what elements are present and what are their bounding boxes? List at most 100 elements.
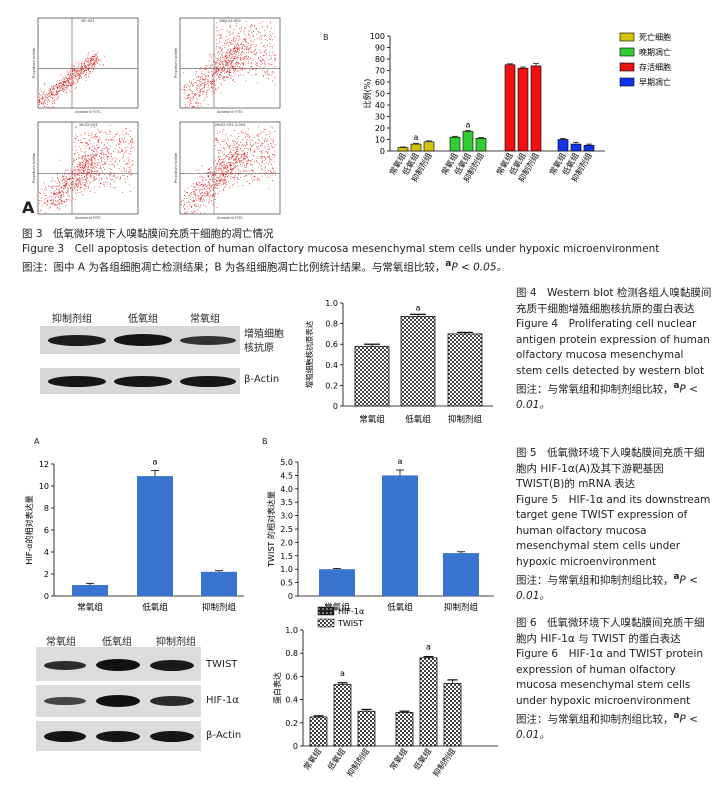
flow-panel-frame — [37, 17, 139, 109]
y-tick-label: 1.0 — [285, 626, 298, 635]
y-tick-label: 0.2 — [285, 719, 298, 728]
fig5-panel-label-b: B — [262, 437, 268, 446]
flow-panel-ylabel: Propidium Iodide — [32, 47, 36, 78]
fig4-side-caption: 图 4 Western blot 检测各组人嗅黏膜间充质干细胞增殖细胞核抗原的蛋… — [516, 286, 712, 414]
y-tick-label: 90 — [375, 44, 385, 53]
flow-panel-title: 3N:02:003 — [79, 123, 98, 127]
flow-panel-xlabel: AnnexinV FITC — [75, 216, 101, 220]
fig3-caption: 图 3 低氧微环境下人嗅黏膜间充质干细胞的凋亡情况 Figure 3 Cell … — [22, 227, 712, 276]
fig4-side-title-cn: 图 4 Western blot 检测各组人嗅黏膜间充质干细胞增殖细胞核抗原的蛋… — [516, 287, 712, 315]
fig6-blot-label-twist: TWIST — [206, 659, 238, 670]
fig6-legend-label-hif: HIF-1α — [338, 607, 364, 616]
flow-scatter-dots — [39, 124, 134, 214]
fig6-blot-strip-hif — [36, 685, 201, 717]
fig5-side-p: P < 0.01。 — [516, 574, 698, 603]
fig4-western-blot: 抑制剂组 低氧组 常氧组 增殖细胞核抗原 β-Actin — [40, 310, 305, 400]
y-axis-label: HIF-α的相对表达量 — [24, 495, 34, 564]
fig3b-bar — [530, 65, 542, 152]
fig6-blot-group-3: 抑制剂组 — [156, 637, 196, 648]
y-tick-label: 0.4 — [325, 361, 338, 370]
flow-panel-xlabel: AnnexinV FITC — [217, 110, 243, 114]
fig5a-sig-mark: a — [153, 458, 158, 467]
fig5a-bar — [201, 571, 237, 596]
fig3-panel-label-a: A — [22, 198, 35, 217]
fig4-side-note: 图注：与常氧组和抑制剂组比较，aP < 0.01。 — [516, 379, 712, 414]
fig6-bar — [333, 684, 352, 747]
fig5-side-title-en: Figure 5 HIF-1α and its downstream targe… — [516, 493, 711, 568]
flow-panel-title: 2N:02:Y02-1:004 — [215, 123, 246, 127]
fig6-x-label: 低氧组 — [411, 746, 433, 771]
fig5-side-note-text: 图注：与常氧组和抑制剂组比较， — [516, 574, 674, 587]
fig4-blot-group-2: 低氧组 — [128, 314, 158, 325]
fig6-side-title-cn: 图 6 低氧微环境下人嗅黏膜间充质干细胞内 HIF-1α 与 TWIST 的蛋白… — [516, 617, 705, 645]
fig5-side-title-cn: 图 5 低氧微环境下人嗅黏膜间充质干细胞内 HIF-1α(A)及其下游靶基因 T… — [516, 447, 705, 490]
fig6-western-blot: 常氧组 低氧组 抑制剂组 TWIST HIF-1α β-Actin — [36, 633, 286, 753]
fig4-side-title-en: Figure 4 Proliferating cell nuclear anti… — [516, 318, 710, 377]
y-tick-label: 0.6 — [285, 672, 298, 681]
fig6-side-sup: a — [673, 711, 680, 721]
y-tick-label: 0.4 — [285, 696, 298, 705]
fig3-note-text: 图注：图中 A 为各组细胞凋亡检测结果；B 为各组细胞凋亡比例统计结果。与常氧组… — [22, 261, 446, 274]
y-tick-label: 1.0 — [325, 299, 338, 308]
fig5b-bar — [443, 553, 479, 596]
fig5-panel-label-a: A — [34, 437, 40, 446]
y-tick-label: 5.0 — [280, 458, 293, 467]
fig6-legend-swatch-hif — [317, 606, 335, 616]
fig3b-bar — [449, 136, 461, 152]
fig3-note-p: P < 0.05。 — [451, 261, 507, 274]
fig5a-x-label: 常氧组 — [77, 602, 103, 613]
y-tick-label: 80 — [375, 55, 385, 64]
fig5b-x-label: 常氧组 — [324, 602, 350, 613]
fig5-side-caption: 图 5 低氧微环境下人嗅黏膜间充质干细胞内 HIF-1α(A)及其下游靶基因 T… — [516, 446, 712, 605]
fig4-blot-label-pcna-text: 增殖细胞核抗原 — [244, 329, 284, 354]
fig6-x-label: 常氧组 — [301, 746, 323, 771]
fig3-panel-label-b: B — [323, 33, 329, 42]
fig5-side-note: 图注：与常氧组和抑制剂组比较，aP < 0.01。 — [516, 570, 712, 605]
y-tick-label: 0.5 — [280, 579, 293, 588]
y-tick-label: 50 — [375, 90, 385, 99]
y-tick-label: 0 — [380, 147, 385, 156]
fig5b-bar — [319, 569, 355, 596]
fig6-blot-label-hif: HIF-1α — [206, 695, 239, 706]
fig6-blot-label-actin: β-Actin — [206, 730, 242, 741]
fig4-blot-group-3: 常氧组 — [190, 314, 220, 325]
fig6-bar — [357, 710, 376, 747]
fig6-bar — [309, 716, 328, 747]
fig6-sig-mark: a — [426, 643, 431, 652]
fig5a-x-label: 低氧组 — [142, 602, 168, 613]
y-tick-label: 100 — [370, 32, 385, 41]
fig3b-legend-swatch — [619, 32, 635, 42]
fig6-blot-strip-twist — [36, 647, 201, 681]
fig4-blot-strip-pcna — [40, 326, 240, 354]
flow-panel-xlabel: AnnexinV FITC — [75, 110, 101, 114]
flow-panel-ylabel: Propidium Iodide — [174, 47, 178, 78]
y-axis-label: 比例(%) — [362, 79, 372, 109]
fig3b-bar — [557, 139, 569, 152]
fig6-legend-label-twist: TWIST — [337, 619, 363, 628]
flow-panel-title: NC:001 — [81, 19, 94, 23]
fig3b-bar — [475, 138, 487, 152]
fig5b-x-label: 抑制剂组 — [444, 602, 479, 613]
y-tick-label: 0.8 — [285, 649, 298, 658]
fig6-bar — [395, 712, 414, 747]
y-tick-label: 3.0 — [280, 512, 293, 521]
fig4-side-note-text: 图注：与常氧组和抑制剂组比较， — [516, 383, 674, 396]
fig5a-bar — [72, 585, 108, 596]
flow-scatter-dots — [181, 124, 276, 214]
flow-panel-frame — [179, 121, 281, 215]
fig6-blot-strip-actin — [36, 721, 201, 751]
y-tick-label: 4.5 — [280, 471, 293, 480]
fig6-x-label: 抑制剂组 — [431, 746, 458, 778]
fig6-side-caption: 图 6 低氧微环境下人嗅黏膜间充质干细胞内 HIF-1α 与 TWIST 的蛋白… — [516, 616, 712, 744]
fig4-x-label: 抑制剂组 — [448, 414, 483, 425]
flow-panel-ylabel: Propidium Iodide — [32, 152, 36, 183]
flow-panel-ylabel: Propidium Iodide — [174, 152, 178, 183]
y-tick-label: 0 — [333, 402, 338, 411]
fig3b-legend-label: 存活细胞 — [639, 62, 671, 72]
fig6-side-note-text: 图注：与常氧组和抑制剂组比较， — [516, 713, 674, 726]
fig5-side-sup: a — [673, 572, 680, 582]
fig3b-legend-label: 早期凋亡 — [639, 77, 671, 87]
fig3-caption-en: Figure 3 Cell apoptosis detection of hum… — [22, 243, 660, 255]
fig4-blot-label-actin: β-Actin — [244, 374, 280, 385]
